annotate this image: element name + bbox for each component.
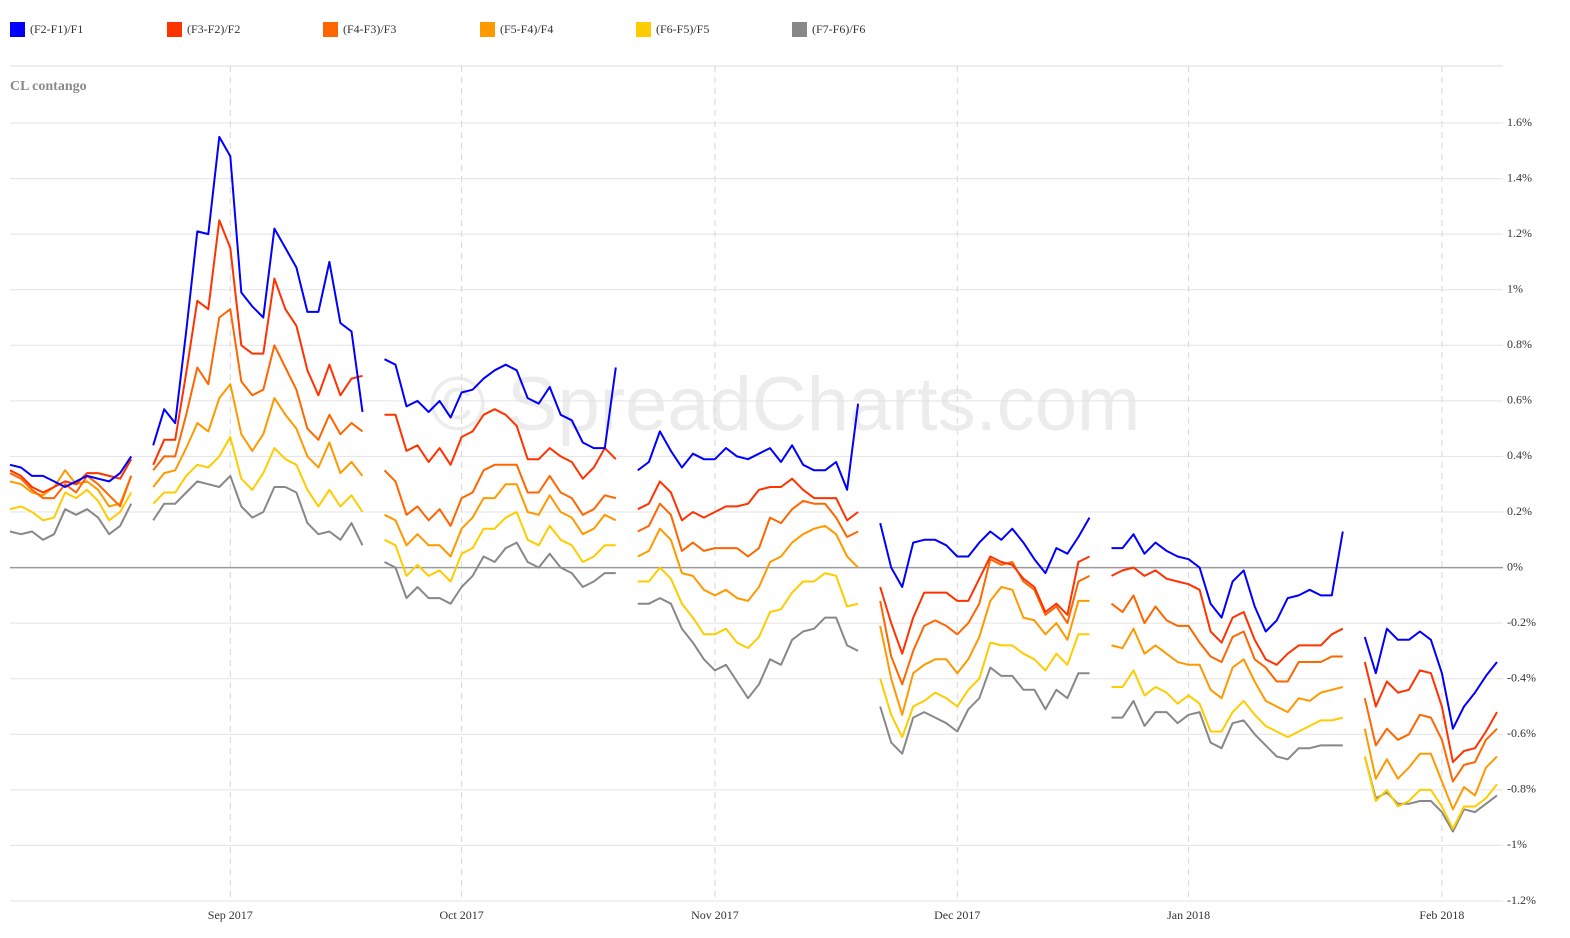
series-line xyxy=(9,436,1498,830)
series-line xyxy=(9,135,1498,730)
series-line xyxy=(9,219,1498,764)
y-tick-label: 0.4% xyxy=(1507,448,1532,462)
legend-label: (F2-F1)/F1 xyxy=(30,22,83,36)
x-tick-label: Sep 2017 xyxy=(208,908,253,922)
legend-label: (F5-F4)/F4 xyxy=(500,22,553,36)
y-tick-label: -0.6% xyxy=(1507,726,1536,740)
legend-swatch xyxy=(10,22,25,37)
y-tick-label: 1.6% xyxy=(1507,115,1532,129)
y-tick-label: -0.8% xyxy=(1507,782,1536,796)
y-tick-label: 0.2% xyxy=(1507,504,1532,518)
y-tick-label: 0.8% xyxy=(1507,337,1532,351)
y-tick-label: 0% xyxy=(1507,559,1523,573)
y-tick-label: 1.2% xyxy=(1507,226,1532,240)
x-tick-label: Oct 2017 xyxy=(439,908,483,922)
y-tick-label: 0.6% xyxy=(1507,393,1532,407)
legend-label: (F6-F5)/F5 xyxy=(656,22,709,36)
x-tick-label: Feb 2018 xyxy=(1419,908,1464,922)
legend-swatch xyxy=(480,22,495,37)
legend-label: (F4-F3)/F3 xyxy=(343,22,396,36)
legend-swatch xyxy=(792,22,807,37)
series-line xyxy=(9,383,1498,811)
series-line xyxy=(9,474,1498,833)
legend-label: (F7-F6)/F6 xyxy=(812,22,865,36)
series-line xyxy=(9,308,1498,783)
legend-label: (F3-F2)/F2 xyxy=(187,22,240,36)
x-tick-label: Dec 2017 xyxy=(934,908,980,922)
y-tick-label: 1% xyxy=(1507,281,1523,295)
y-tick-label: -0.2% xyxy=(1507,615,1536,629)
legend-swatch xyxy=(636,22,651,37)
chart-subtitle: CL contango xyxy=(10,79,87,94)
y-tick-label: -1% xyxy=(1507,837,1527,851)
legend-swatch xyxy=(167,22,182,37)
legend-swatch xyxy=(323,22,338,37)
y-tick-label: -0.4% xyxy=(1507,670,1536,684)
y-tick-label: 1.4% xyxy=(1507,170,1532,184)
x-tick-label: Jan 2018 xyxy=(1167,908,1210,922)
x-tick-label: Nov 2017 xyxy=(691,908,739,922)
y-tick-label: -1.2% xyxy=(1507,893,1536,907)
watermark: © SpreadCharts.com xyxy=(430,362,1141,447)
